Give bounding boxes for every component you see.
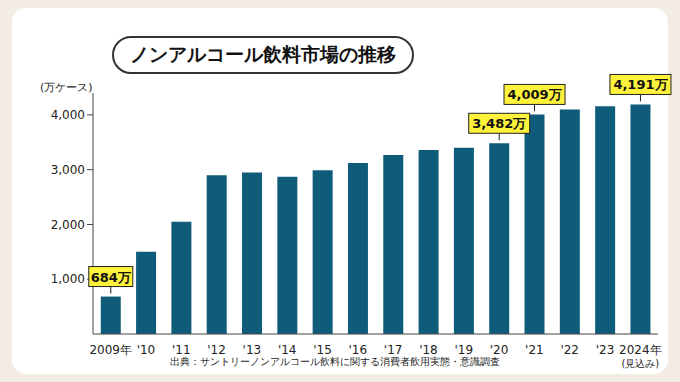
svg-text:'14: '14 [278,343,297,357]
svg-text:684万: 684万 [91,270,131,285]
svg-text:1,000: 1,000 [51,272,85,286]
svg-text:'22: '22 [560,343,579,357]
svg-text:3,482万: 3,482万 [472,116,526,131]
svg-text:2009年: 2009年 [89,343,132,357]
svg-text:'15: '15 [313,343,332,357]
svg-text:'19: '19 [454,343,473,357]
svg-text:'16: '16 [349,343,368,357]
svg-text:'12: '12 [207,343,226,357]
svg-text:'20: '20 [490,343,509,357]
svg-text:4,000: 4,000 [51,108,85,122]
svg-text:'23: '23 [596,343,615,357]
svg-text:'13: '13 [243,343,262,357]
html-text:ノンアルコール飲料市場の推移: ノンアルコール飲料市場の推移 [130,43,396,65]
svg-text:'11: '11 [172,343,191,357]
svg-text:4,191万: 4,191万 [613,77,667,92]
svg-text:2,000: 2,000 [51,218,85,232]
svg-text:4,009万: 4,009万 [507,87,561,102]
html-text:出典：サントリーノンアルコール飲料に関する消費者飲用実態・意: 出典：サントリーノンアルコール飲料に関する消費者飲用実態・意識調査 [170,356,500,367]
svg-text:2024年(見込み): 2024年(見込み) [619,343,662,369]
svg-text:3,000: 3,000 [51,163,85,177]
svg-text:'18: '18 [419,343,438,357]
html-text:(万ケース): (万ケース) [40,81,93,94]
svg-text:'21: '21 [525,343,544,357]
svg-text:'17: '17 [384,343,403,357]
svg-text:'10: '10 [137,343,156,357]
